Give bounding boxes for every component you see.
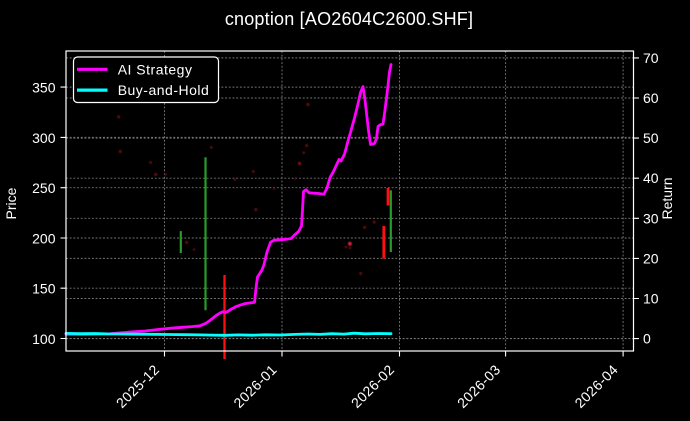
- svg-text:250: 250: [32, 180, 56, 196]
- svg-text:10: 10: [643, 291, 659, 307]
- svg-text:Buy-and-Hold: Buy-and-Hold: [118, 82, 210, 98]
- svg-text:200: 200: [32, 231, 56, 247]
- svg-text:70: 70: [643, 50, 659, 66]
- svg-text:20: 20: [643, 250, 659, 266]
- svg-text:Return: Return: [659, 177, 675, 219]
- svg-text:30: 30: [643, 210, 659, 226]
- svg-text:40: 40: [643, 170, 659, 186]
- svg-text:350: 350: [32, 80, 56, 96]
- svg-text:300: 300: [32, 130, 56, 146]
- svg-text:60: 60: [643, 90, 659, 106]
- svg-text:0: 0: [643, 331, 651, 347]
- svg-text:Price: Price: [3, 187, 19, 219]
- svg-text:50: 50: [643, 130, 659, 146]
- svg-text:cnoption [AO2604C2600.SHF]: cnoption [AO2604C2600.SHF]: [225, 9, 473, 29]
- svg-text:150: 150: [32, 281, 56, 297]
- svg-text:AI Strategy: AI Strategy: [118, 61, 193, 77]
- svg-text:100: 100: [32, 331, 56, 347]
